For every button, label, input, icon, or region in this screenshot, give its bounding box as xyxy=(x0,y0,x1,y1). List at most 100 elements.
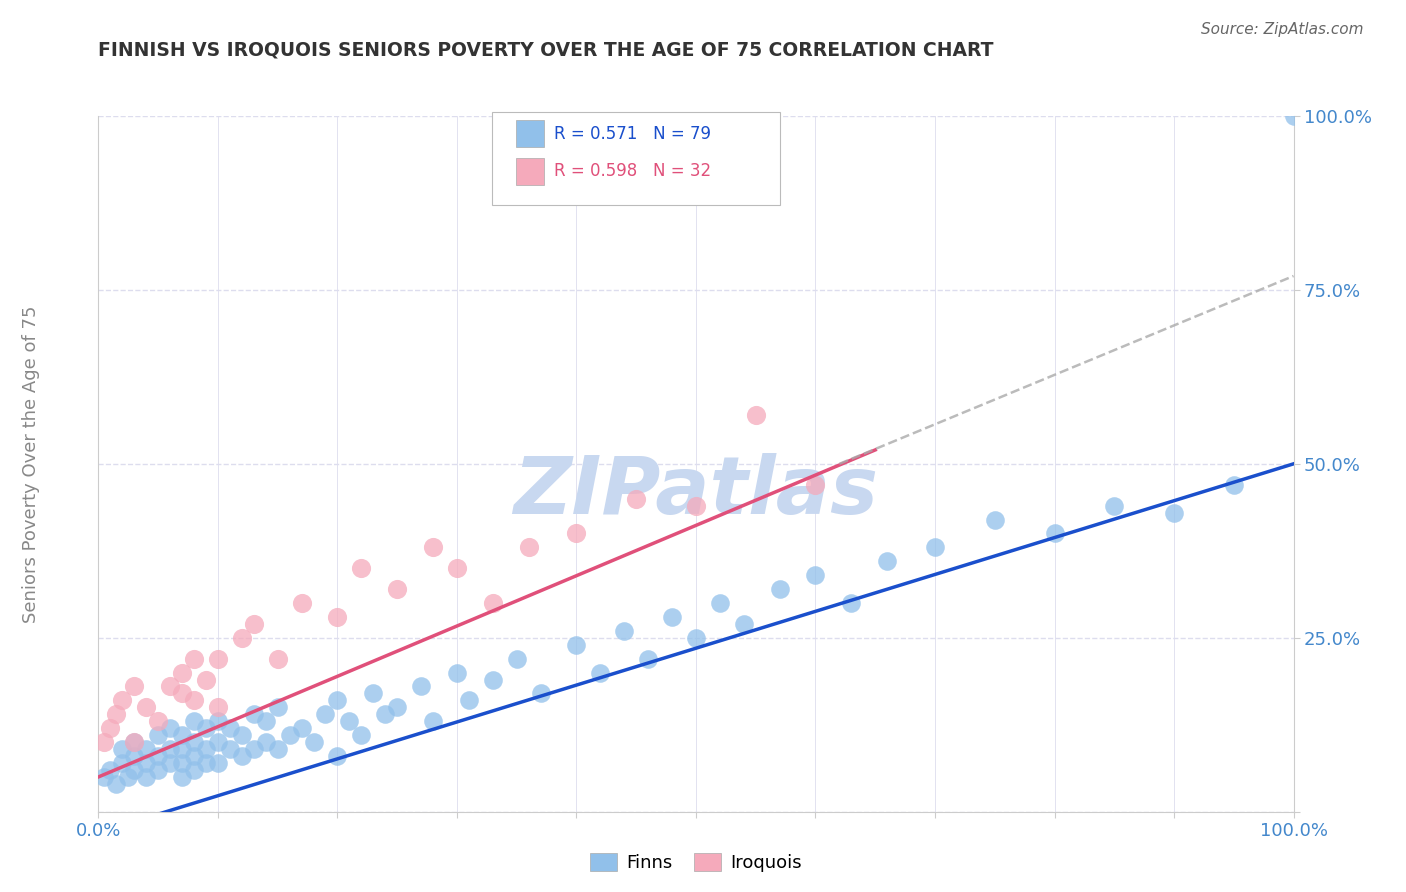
Point xyxy=(385,700,409,714)
Point xyxy=(1102,499,1125,513)
Text: ZIPatlas: ZIPatlas xyxy=(513,452,879,531)
Point xyxy=(135,700,157,714)
Point xyxy=(172,728,194,742)
Point xyxy=(124,735,146,749)
Point xyxy=(506,651,529,665)
Point xyxy=(243,742,266,756)
Point xyxy=(207,651,229,665)
Point xyxy=(207,700,229,714)
Point xyxy=(148,749,170,764)
Point xyxy=(411,680,433,694)
Point xyxy=(637,651,659,665)
Point xyxy=(183,693,205,707)
Point xyxy=(159,742,181,756)
Point xyxy=(135,770,157,784)
Point xyxy=(267,651,290,665)
Point xyxy=(159,756,181,770)
Point xyxy=(481,596,505,610)
Point xyxy=(111,742,134,756)
Point xyxy=(148,728,170,742)
Point xyxy=(337,714,360,729)
Point xyxy=(243,707,266,722)
Point xyxy=(172,770,194,784)
Point xyxy=(565,638,588,652)
Point xyxy=(93,735,115,749)
Legend: Finns, Iroquois: Finns, Iroquois xyxy=(583,846,808,880)
Text: R = 0.598   N = 32: R = 0.598 N = 32 xyxy=(554,162,711,180)
Point xyxy=(685,631,707,645)
Text: Seniors Poverty Over the Age of 75: Seniors Poverty Over the Age of 75 xyxy=(22,305,39,623)
Point xyxy=(267,700,290,714)
Point xyxy=(481,673,505,687)
Point xyxy=(231,749,253,764)
Point xyxy=(290,721,312,735)
Point xyxy=(117,770,139,784)
Point xyxy=(290,596,312,610)
Point xyxy=(105,707,128,722)
Point xyxy=(219,721,242,735)
Point xyxy=(613,624,636,638)
Point xyxy=(278,728,301,742)
Point xyxy=(183,714,205,729)
Point xyxy=(1282,109,1305,123)
Point xyxy=(529,686,551,700)
Point xyxy=(93,770,115,784)
Point xyxy=(219,742,242,756)
Point xyxy=(194,673,217,687)
Text: FINNISH VS IROQUOIS SENIORS POVERTY OVER THE AGE OF 75 CORRELATION CHART: FINNISH VS IROQUOIS SENIORS POVERTY OVER… xyxy=(98,40,994,59)
Point xyxy=(124,749,146,764)
Point xyxy=(172,686,194,700)
Point xyxy=(254,735,277,749)
Point xyxy=(254,714,277,729)
Text: R = 0.571   N = 79: R = 0.571 N = 79 xyxy=(554,125,711,143)
Point xyxy=(363,686,385,700)
Point xyxy=(839,596,862,610)
Point xyxy=(768,582,790,596)
Point xyxy=(135,742,157,756)
Point xyxy=(745,408,768,422)
Point xyxy=(194,721,217,735)
Point xyxy=(148,763,170,777)
Point xyxy=(517,541,540,555)
Point xyxy=(207,714,229,729)
Point xyxy=(709,596,731,610)
Point xyxy=(385,582,409,596)
Point xyxy=(446,561,468,575)
Point xyxy=(111,693,134,707)
Point xyxy=(876,554,898,568)
Point xyxy=(326,749,349,764)
Point xyxy=(422,541,444,555)
Point xyxy=(124,763,146,777)
Point xyxy=(124,735,146,749)
Point xyxy=(1163,506,1185,520)
Point xyxy=(804,568,827,582)
Point xyxy=(983,512,1005,526)
Point xyxy=(172,756,194,770)
Point xyxy=(243,616,266,631)
Point xyxy=(183,651,205,665)
Point xyxy=(98,721,122,735)
Point xyxy=(733,616,755,631)
Point xyxy=(422,714,444,729)
Point xyxy=(267,742,290,756)
Point xyxy=(661,610,683,624)
Point xyxy=(302,735,325,749)
Point xyxy=(924,541,946,555)
Point xyxy=(326,693,349,707)
Point xyxy=(458,693,481,707)
Point xyxy=(1043,526,1066,541)
Point xyxy=(183,763,205,777)
Point xyxy=(685,499,707,513)
Point xyxy=(565,526,588,541)
Point xyxy=(172,742,194,756)
Point xyxy=(183,735,205,749)
Point xyxy=(315,707,337,722)
Point xyxy=(111,756,134,770)
Point xyxy=(194,742,217,756)
Point xyxy=(374,707,396,722)
Point xyxy=(183,749,205,764)
Point xyxy=(148,714,170,729)
Point xyxy=(194,756,217,770)
Point xyxy=(350,728,373,742)
Point xyxy=(135,756,157,770)
